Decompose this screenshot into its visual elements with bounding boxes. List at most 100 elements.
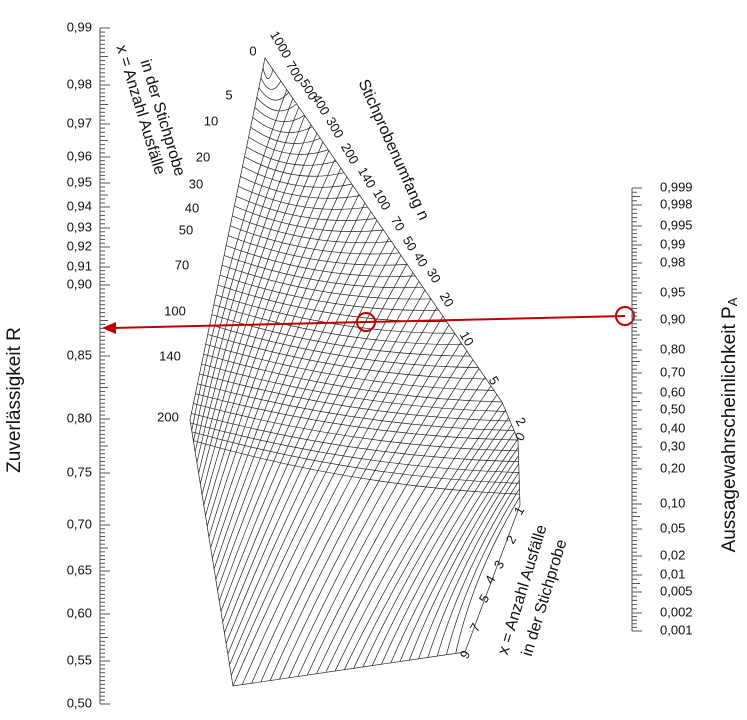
mesh-line bbox=[279, 342, 462, 680]
curve-label: 20 bbox=[437, 289, 457, 309]
mesh-line bbox=[215, 211, 372, 580]
mesh-line bbox=[418, 463, 520, 659]
curve-label: 200 bbox=[338, 140, 362, 166]
mesh-line bbox=[220, 237, 390, 612]
mesh-line bbox=[371, 424, 512, 666]
left-axis-title: Zuverlässigkeit R bbox=[4, 327, 25, 473]
curve-label: 100 bbox=[370, 186, 394, 212]
mesh-line bbox=[195, 393, 519, 441]
curve-label: 30 bbox=[189, 176, 203, 191]
curve-label: 2 bbox=[513, 415, 530, 429]
curve-label: 5 bbox=[486, 374, 503, 388]
curve-label: 1 bbox=[511, 504, 528, 518]
scale-label: 0,96 bbox=[67, 148, 92, 163]
curve-label: 40 bbox=[411, 249, 431, 269]
mesh-line bbox=[399, 447, 519, 662]
mesh-line bbox=[288, 350, 468, 678]
mesh-line bbox=[209, 324, 479, 368]
curve-label: 5 bbox=[225, 87, 232, 102]
curve-label: 140 bbox=[159, 348, 181, 363]
mesh-line bbox=[203, 150, 330, 506]
curve-label: 20 bbox=[196, 149, 210, 164]
curve-label: 7 bbox=[467, 621, 484, 635]
mesh-line bbox=[193, 98, 294, 442]
scale-label: 0,60 bbox=[67, 605, 92, 620]
mesh-line bbox=[213, 202, 366, 570]
mesh-line bbox=[344, 402, 503, 670]
right-axis-title: Aussagewahrscheinlichkeit PA bbox=[719, 297, 740, 552]
mesh-line bbox=[212, 194, 360, 559]
scale-label: 0,75 bbox=[67, 464, 92, 479]
scale-label: 0,995 bbox=[660, 217, 693, 232]
scale-label: 0,93 bbox=[67, 219, 92, 234]
mesh-line bbox=[201, 141, 324, 495]
mesh-line bbox=[227, 272, 414, 655]
curve-label: 70 bbox=[388, 213, 408, 233]
mesh-line bbox=[208, 176, 348, 538]
curve-label: 9 bbox=[457, 648, 474, 662]
curve-label: 10 bbox=[204, 113, 218, 128]
mesh-line bbox=[219, 274, 439, 311]
scale-label: 0,20 bbox=[660, 460, 685, 475]
scale-label: 0,50 bbox=[67, 695, 92, 710]
mesh-line bbox=[197, 383, 515, 431]
scale-label: 0,95 bbox=[67, 174, 92, 189]
mesh-line bbox=[217, 220, 378, 591]
mesh-line bbox=[446, 488, 520, 655]
mesh-line bbox=[199, 133, 318, 484]
mesh-outline bbox=[189, 57, 521, 687]
mesh-line bbox=[226, 245, 416, 277]
mesh bbox=[189, 57, 521, 687]
mesh-line bbox=[242, 166, 352, 188]
scale-label: 0,005 bbox=[660, 583, 693, 598]
mesh-line bbox=[232, 215, 392, 244]
mesh-line bbox=[306, 368, 480, 676]
title-sub: A bbox=[725, 297, 740, 306]
curve-label: 0 bbox=[249, 43, 256, 58]
mesh-line bbox=[201, 363, 507, 412]
scale-label: 0,97 bbox=[67, 115, 92, 130]
mesh-line bbox=[207, 334, 487, 380]
mesh-line bbox=[203, 353, 503, 403]
curve-label: 300 bbox=[323, 114, 347, 140]
curve-label: 5 bbox=[476, 592, 493, 606]
scale-label: 0,02 bbox=[660, 547, 685, 562]
mesh-line bbox=[205, 159, 336, 516]
mesh-line bbox=[254, 107, 305, 123]
curve-label: 4 bbox=[482, 573, 499, 587]
mesh-line bbox=[258, 87, 289, 101]
scale-label: 0,70 bbox=[660, 364, 685, 379]
n-caption: Stichprobenumfang n bbox=[355, 77, 432, 223]
curve-label: 200 bbox=[157, 409, 179, 424]
scale-label: 0,002 bbox=[660, 604, 693, 619]
scale-label: 0,01 bbox=[660, 566, 685, 581]
mesh-line bbox=[251, 316, 444, 684]
mesh-line bbox=[206, 167, 342, 527]
mesh-line bbox=[334, 394, 498, 672]
scale-label: 0,90 bbox=[67, 276, 92, 291]
scale-label: 0,91 bbox=[67, 258, 92, 273]
title-main: Aussagewahrscheinlichkeit P bbox=[719, 306, 740, 552]
mesh-line bbox=[234, 205, 384, 232]
mesh-line bbox=[194, 106, 300, 452]
scale-label: 0,85 bbox=[67, 347, 92, 362]
mesh-line bbox=[260, 324, 450, 683]
mesh-line bbox=[262, 67, 274, 80]
mesh-line bbox=[408, 455, 519, 661]
mesh-line bbox=[230, 225, 400, 255]
scale-label: 0,30 bbox=[660, 438, 685, 453]
mesh-line bbox=[297, 359, 474, 677]
mesh-line bbox=[316, 377, 486, 674]
mesh-line bbox=[190, 422, 520, 473]
mesh-line bbox=[228, 235, 408, 266]
scale-label: 0,80 bbox=[660, 341, 685, 356]
scale-label: 0,99 bbox=[67, 19, 92, 34]
scale-label: 0,60 bbox=[660, 384, 685, 399]
scale-label: 0,50 bbox=[660, 401, 685, 416]
mesh-line bbox=[221, 264, 431, 300]
mesh-line bbox=[241, 307, 438, 685]
mesh-line bbox=[427, 471, 520, 658]
marker bbox=[356, 312, 376, 332]
mesh-line bbox=[191, 89, 288, 431]
mesh-line bbox=[362, 417, 509, 668]
